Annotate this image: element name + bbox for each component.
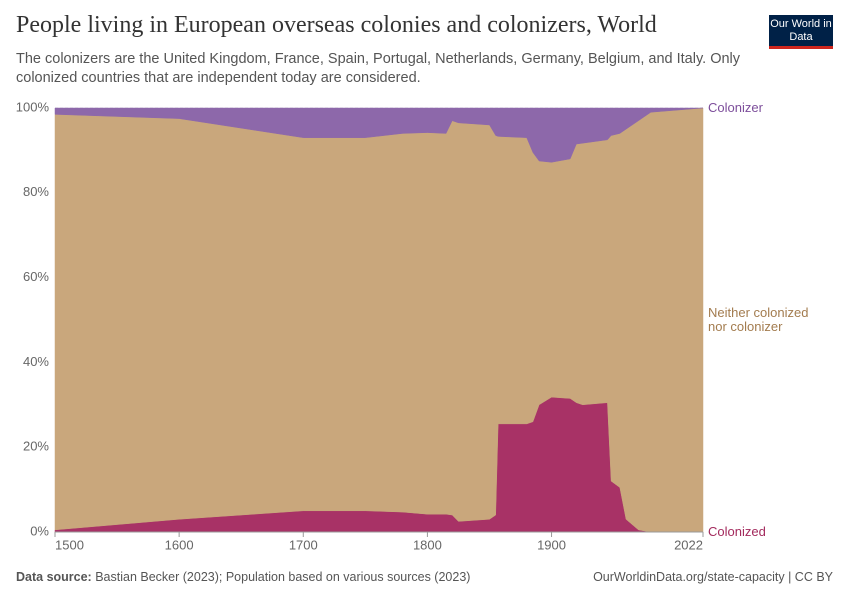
series-label: Colonized xyxy=(708,524,766,539)
y-tick-label: 60% xyxy=(23,269,49,284)
area xyxy=(54,107,704,163)
chart-title: People living in European overseas colon… xyxy=(16,12,657,38)
source: Bastian Becker (2023); Population based … xyxy=(95,570,471,584)
y-tick-label: 40% xyxy=(23,354,49,369)
x-tick-label: 1800 xyxy=(413,537,442,552)
x-tick-label: 1600 xyxy=(165,537,194,552)
y-tick-label: 20% xyxy=(23,439,49,454)
source-label: Data source: xyxy=(16,570,92,584)
y-tick-label: 80% xyxy=(23,184,49,199)
logo[interactable]: Our World in Data xyxy=(769,15,833,49)
x-tick-label: 1900 xyxy=(537,537,566,552)
chart-subtitle: The colonizers are the United Kingdom, F… xyxy=(16,51,741,86)
series-label: Neither colonized nor colonizer xyxy=(708,305,809,334)
footer-source: Data source: Bastian Becker (2023); Popu… xyxy=(16,570,470,584)
x-tick-label: 1500 xyxy=(55,537,84,552)
footer-url[interactable]: OurWorldinData.org/state-capacity | CC B… xyxy=(593,570,833,584)
series-label: Colonizer xyxy=(708,100,763,115)
x-tick-label: 2022 xyxy=(674,537,703,552)
y-tick-label: 0% xyxy=(30,523,49,538)
y-tick-label: 100% xyxy=(16,99,50,114)
x-tick-label: 1700 xyxy=(289,537,318,552)
